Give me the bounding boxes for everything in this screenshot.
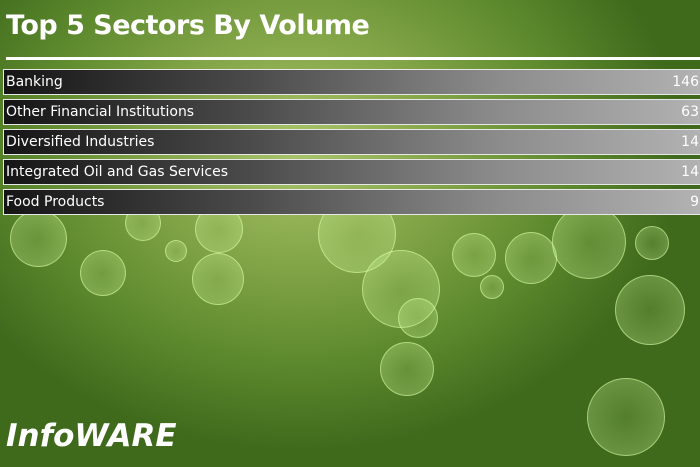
sector-list: Banking 146 Other Financial Institutions… [3,69,700,219]
sector-volume: 63 [681,104,699,120]
title-divider [6,57,700,60]
sector-row: Food Products 9 [3,189,700,215]
sector-row: Other Financial Institutions 63 [3,99,700,125]
sector-row: Diversified Industries 14 [3,129,700,155]
sector-row: Integrated Oil and Gas Services 14 [3,159,700,185]
sector-name: Integrated Oil and Gas Services [6,164,229,180]
sector-volume: 9 [690,194,699,210]
sector-volume: 146 [672,74,699,90]
infoware-logo: InfoWARE [6,418,177,454]
page-title: Top 5 Sectors By Volume [6,10,370,41]
sector-name: Diversified Industries [6,134,155,150]
sector-name: Food Products [6,194,105,210]
sector-name: Banking [6,74,63,90]
sector-row: Banking 146 [3,69,700,95]
sector-name: Other Financial Institutions [6,104,195,120]
sector-volume: 14 [681,164,699,180]
sector-volume: 14 [681,134,699,150]
